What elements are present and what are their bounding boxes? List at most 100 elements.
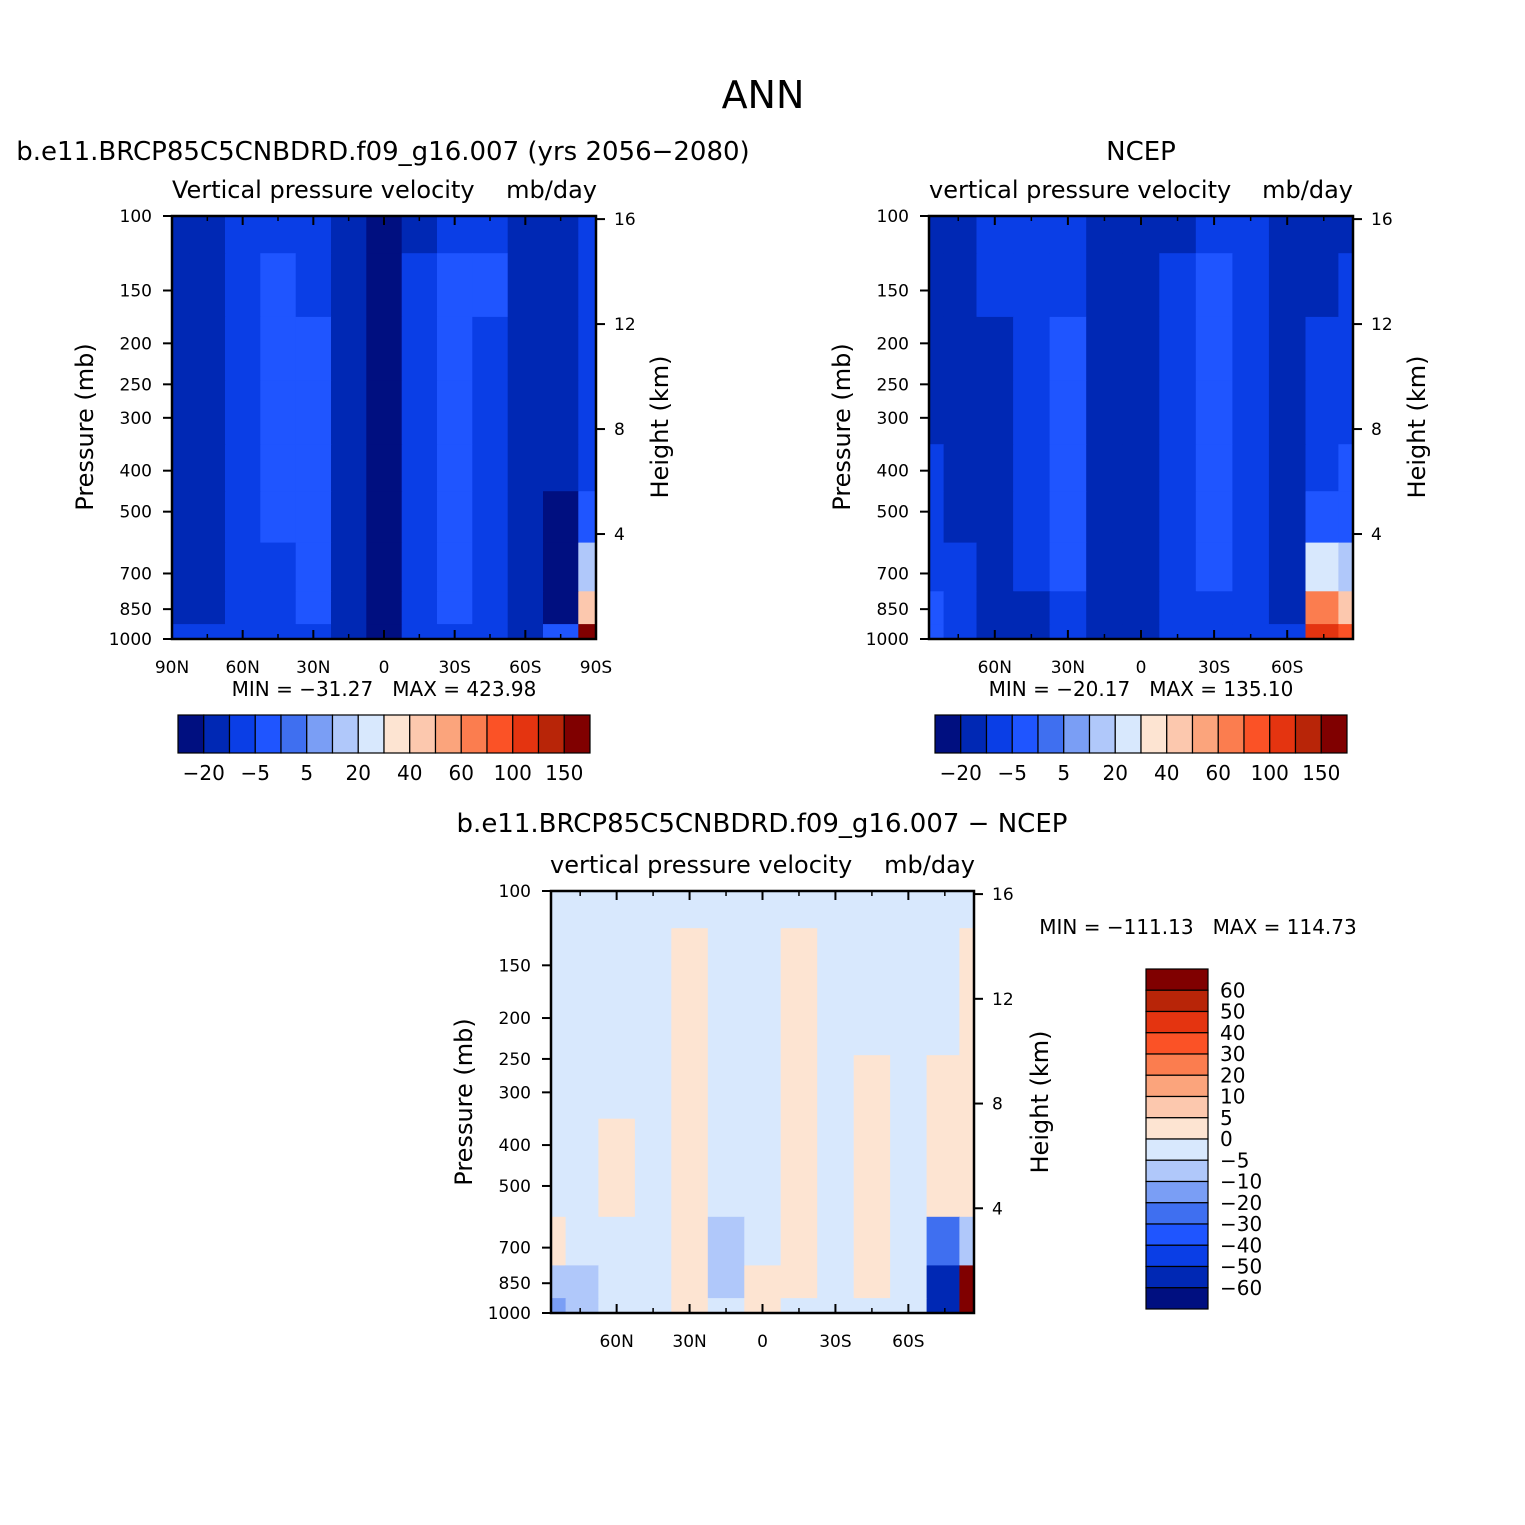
heatmap-cell [437,491,473,544]
heatmap-cell [890,1055,928,1120]
heatmap-cell [1338,491,1354,544]
heatmap-cell [1086,216,1124,254]
heatmap-cell [976,380,1014,445]
heatmap-cell [1195,316,1233,382]
colorbar-swatch [1145,1244,1209,1268]
heatmap-cell [926,1118,960,1167]
heatmap-cell [707,1165,745,1218]
heatmap-cell [472,542,509,592]
heatmap-cell [437,542,473,592]
heatmap-cell [1013,444,1051,492]
heatmap-cell [1049,591,1087,625]
heatmap-cell [1195,253,1233,318]
colorbar-label: 40 [1220,1021,1245,1045]
heatmap-cell [1013,591,1051,625]
colorbar-label: −20 [1220,1191,1262,1215]
panel-difference-cells [551,891,975,1314]
colorbar-label: −40 [1220,1233,1262,1257]
heatmap-cell [565,991,599,1056]
heatmap-cell [780,1055,818,1120]
height-tick-label: 16 [614,210,636,230]
heatmap-cell [817,928,855,993]
heatmap-cell [331,316,367,382]
y-tick-label: 150 [120,281,152,301]
panel-ncep-colorbar: −20 −5 5 20 40 60 100 150 [934,714,1348,785]
heatmap-cell [926,1216,960,1266]
heatmap-cell [401,591,438,625]
heatmap-cell [853,928,891,993]
heatmap-cell [976,491,1014,544]
colorbar-swatch [1145,1074,1209,1098]
heatmap-cell [578,253,597,318]
heatmap-cell [926,928,960,993]
heatmap-cell [1159,542,1197,592]
heatmap-cell [578,316,597,382]
colorbar-swatch [985,714,1013,754]
y-tick-label: 300 [877,409,909,429]
x-tick-label: 60S [892,1332,924,1352]
height-tick-label: 4 [1371,525,1382,545]
height-tick-label: 8 [1371,420,1382,440]
heatmap-cell [1049,253,1087,318]
heatmap-cell [817,1165,855,1218]
heatmap-cell [401,216,438,254]
heatmap-cell [707,991,745,1056]
heatmap-cell [507,591,544,625]
x-tick-label: 60N [599,1332,633,1352]
heatmap-cell [1338,253,1354,318]
y-tick-label: 1000 [109,630,152,650]
heatmap-cell [634,1118,672,1167]
heatmap-cell [565,891,599,929]
colorbar-label: −5 [998,761,1027,785]
panel-ncep-height-axis: 16 12 8 4 [1353,210,1393,545]
colorbar-swatch [1145,1265,1209,1289]
heatmap-cell [943,253,978,318]
colorbar-swatch [512,714,540,754]
heatmap-cell [565,1165,599,1218]
heatmap-cell [926,1165,960,1218]
colorbar-swatch [434,714,462,754]
heatmap-cell [366,591,403,625]
heatmap-cell [780,1118,818,1167]
colorbar-swatch [486,714,514,754]
heatmap-cell [189,542,226,592]
heatmap-cell [1049,444,1087,492]
heatmap-cell [1122,542,1160,592]
heatmap-cell [295,380,332,445]
heatmap-cell [890,1118,928,1167]
panel-model-stats: MIN = −31.27 MAX = 423.98 [232,677,537,701]
heatmap-cell [551,991,567,1056]
y-tick-label: 850 [877,600,909,620]
y-tick-label: 500 [499,1177,531,1197]
heatmap-cell [189,624,226,640]
heatmap-cell [817,1118,855,1167]
heatmap-cell [959,1265,975,1299]
heatmap-cell [1232,591,1270,625]
y-tick-label: 500 [120,503,152,523]
height-tick-label: 8 [614,420,625,440]
y-tick-label: 400 [499,1136,531,1156]
panel-difference-title: b.e11.BRCP85C5CNBDRD.f09_g16.007 − NCEP [457,809,1068,839]
heatmap-cell [565,1216,599,1266]
heatmap-cell [565,1298,599,1314]
heatmap-cell [926,891,960,929]
heatmap-cell [225,491,261,544]
colorbar-label: 40 [397,761,422,785]
heatmap-cell [578,624,597,640]
colorbar-label: 5 [300,761,313,785]
y-tick-label: 300 [120,409,152,429]
heatmap-cell [926,1265,960,1299]
colorbar-label: 10 [1220,1085,1245,1109]
heatmap-cell [744,1055,782,1120]
heatmap-cell [172,316,191,382]
heatmap-cell [551,1216,567,1266]
heatmap-cell [817,1265,855,1299]
colorbar-swatch [960,714,988,754]
heatmap-cell [578,380,597,445]
heatmap-cell [472,216,509,254]
heatmap-cell [578,491,597,544]
heatmap-cell [260,216,297,254]
heatmap-cell [1013,316,1051,382]
heatmap-cell [1338,542,1354,592]
heatmap-cell [565,1118,599,1167]
